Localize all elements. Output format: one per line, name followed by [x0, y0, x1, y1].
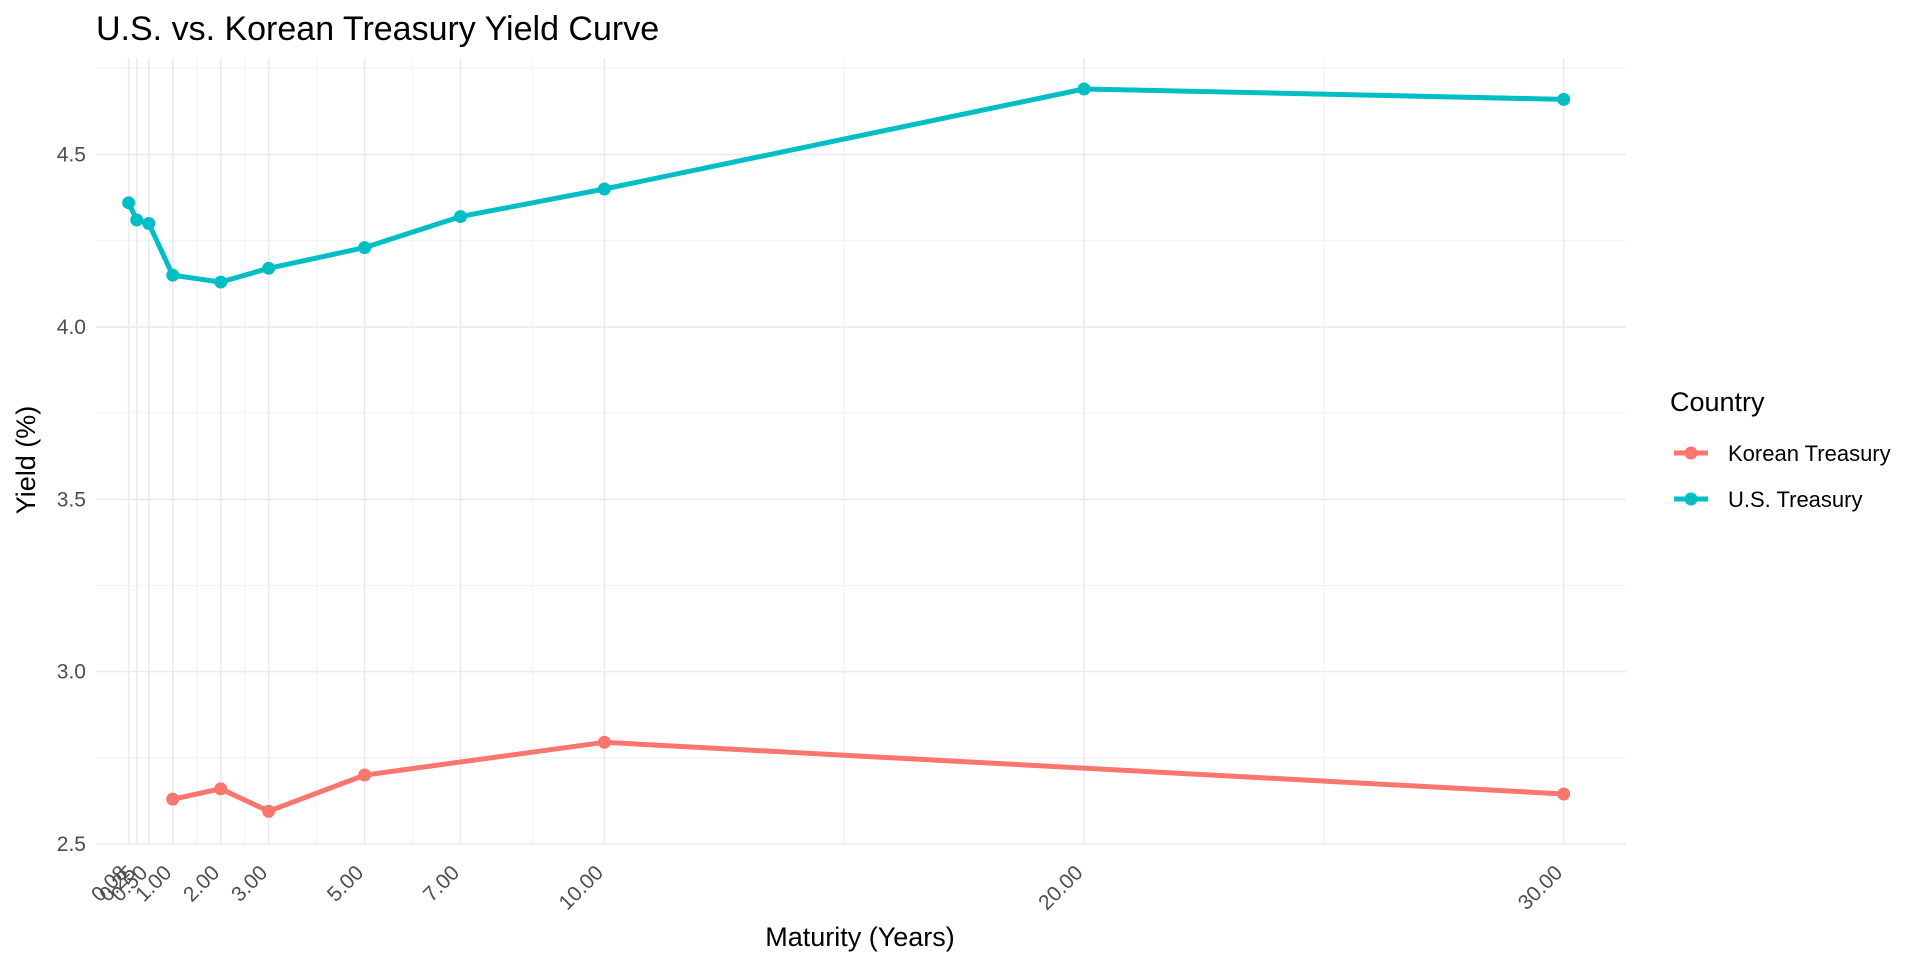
x-axis-ticks: 0.080.250.501.00 2.00 3.00 5.00 7.00 10.00 20.…: [87, 861, 1567, 914]
u-s-treasury-point: [130, 213, 144, 227]
x-tick-label: 20.00: [1034, 861, 1087, 914]
korean-treasury-point: [597, 735, 611, 749]
grid: [96, 58, 1626, 845]
u-s-treasury-point: [166, 268, 180, 282]
x-axis-title: Maturity (Years): [765, 922, 955, 952]
x-tick-label: 2.00: [179, 861, 224, 906]
korean-treasury-point: [262, 804, 276, 818]
y-tick-label: 3.5: [57, 488, 86, 511]
chart-title: U.S. vs. Korean Treasury Yield Curve: [96, 10, 659, 48]
y-tick-label: 4.5: [57, 144, 86, 167]
korean-treasury-point: [358, 768, 372, 782]
u-s-treasury-point: [214, 275, 228, 289]
y-tick-label: 3.0: [57, 661, 86, 684]
plot-series: [122, 82, 1571, 818]
u-s-treasury-point: [597, 182, 611, 196]
legend-title: Country: [1670, 387, 1765, 417]
x-tick-label: 7.00: [419, 861, 464, 906]
u-s-treasury-legend-label: U.S. Treasury: [1728, 487, 1862, 512]
x-tick-label: 5.00: [323, 861, 368, 906]
y-axis-ticks: 2.5 3.0 3.5 4.0 4.5: [57, 144, 86, 856]
korean-treasury-point: [166, 792, 180, 806]
x-tick-label: 3.00: [227, 861, 272, 906]
korean-treasury-line: [170, 739, 1567, 814]
u-s-treasury-point: [454, 210, 468, 224]
u-s-treasury-point: [358, 241, 372, 255]
y-tick-label: 2.5: [57, 833, 86, 856]
x-tick-label: 30.00: [1514, 861, 1567, 914]
u-s-treasury-point: [262, 261, 276, 275]
legend-items: Korean Treasury U.S. Treasury: [1674, 441, 1891, 512]
legend: Country Korean Treasury U.S. Treasury: [1670, 387, 1891, 512]
y-axis-title: Yield (%): [11, 406, 41, 515]
u-s-treasury-point: [122, 196, 136, 210]
u-s-treasury-legend-key-point: [1684, 492, 1698, 506]
korean-treasury-point: [1557, 787, 1571, 801]
korean-treasury-legend-label: Korean Treasury: [1728, 441, 1891, 466]
korean-treasury-point: [214, 782, 228, 796]
y-tick-label: 4.0: [57, 316, 86, 339]
u-s-treasury-line: [126, 86, 1567, 285]
u-s-treasury-point: [1077, 82, 1091, 96]
korean-treasury-legend-key-point: [1684, 446, 1698, 460]
u-s-treasury-point: [1557, 92, 1571, 106]
u-s-treasury-point: [142, 216, 156, 230]
x-tick-label: 10.00: [555, 861, 608, 914]
